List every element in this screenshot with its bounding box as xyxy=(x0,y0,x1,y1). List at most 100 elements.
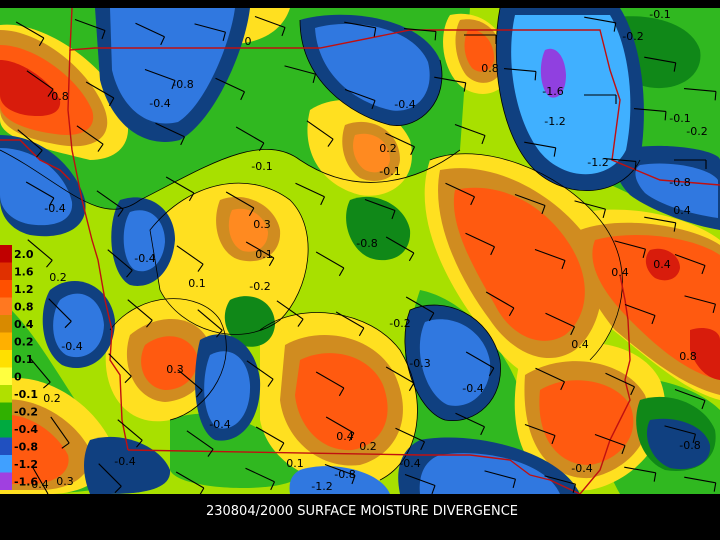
contour-label: -0.1 xyxy=(649,8,670,21)
wind-barb xyxy=(98,463,122,494)
wind-barb xyxy=(246,360,274,387)
wind-barb xyxy=(315,251,345,277)
contour-label: 0.8 xyxy=(679,350,697,363)
wind-barb xyxy=(684,88,717,101)
contour-label: 0.4 xyxy=(31,478,49,491)
wind-barb xyxy=(594,434,626,455)
wind-barb xyxy=(235,126,265,152)
wind-barb xyxy=(215,77,245,101)
wind-barb xyxy=(684,295,716,313)
wind-barb xyxy=(17,129,43,158)
wind-barb xyxy=(325,416,355,442)
contour-label: 0.4 xyxy=(611,266,629,279)
orange-region xyxy=(295,353,388,451)
contour-label: -0.4 xyxy=(149,97,170,110)
blue-region xyxy=(315,23,430,111)
contour-label: 0.4 xyxy=(571,338,589,351)
wind-barb xyxy=(96,190,124,217)
wind-barb xyxy=(295,182,325,206)
wind-barb xyxy=(445,182,475,206)
legend-swatch xyxy=(0,367,12,385)
blue-region xyxy=(0,148,73,226)
wind-barb xyxy=(276,300,304,327)
contour-label: 0.1 xyxy=(188,277,206,290)
wind-barb xyxy=(624,466,657,482)
wind-barb xyxy=(524,141,557,157)
orange-region xyxy=(453,187,585,341)
legend-label: 1.6 xyxy=(14,266,34,279)
legend-label: 0 xyxy=(14,371,22,384)
wind-barb xyxy=(29,357,51,389)
wind-barb xyxy=(306,120,334,147)
contour-label: -0.1 xyxy=(251,160,272,173)
contour-label: 0.2 xyxy=(359,440,377,453)
wind-barb xyxy=(644,216,677,232)
contour-label: -0.2 xyxy=(622,30,643,43)
legend-label: -0.1 xyxy=(14,388,38,401)
wind-barb xyxy=(524,424,556,445)
orange-region xyxy=(141,336,198,390)
contour-label: 0.8 xyxy=(481,62,499,75)
wind-barb xyxy=(107,249,133,278)
contour-label: 0.3 xyxy=(253,218,271,231)
orange-region xyxy=(228,208,268,252)
legend-label: 0.1 xyxy=(14,353,34,366)
wind-barb xyxy=(484,470,516,488)
legend-label: 0.4 xyxy=(14,318,34,331)
legend-swatch xyxy=(0,455,12,473)
wind-barb xyxy=(454,124,486,145)
wind-barb xyxy=(535,367,565,391)
wind-barb xyxy=(76,125,104,152)
wind-barb xyxy=(194,23,226,41)
legend-swatch xyxy=(0,315,12,333)
color-legend: 2.0 1.6 1.2 0.8 0.4 0.2 0.1 0 -0.1 -0.2 -0.4 -0.8 -1… xyxy=(0,245,38,490)
contour-label: -1.2 xyxy=(587,156,608,169)
legend-label: -0.4 xyxy=(14,423,38,436)
wind-barb xyxy=(674,159,707,169)
wind-barb xyxy=(254,16,286,37)
contour-label: 0.4 xyxy=(673,204,691,217)
legend-swatch xyxy=(0,332,12,350)
wind-barb xyxy=(404,474,436,494)
wind-barb xyxy=(74,19,106,40)
legend-label: 2.0 xyxy=(14,248,34,261)
wind-barb xyxy=(455,412,485,436)
wind-barb xyxy=(175,471,205,494)
contour-label: 0.3 xyxy=(166,363,184,376)
navy-region xyxy=(84,436,171,494)
contour-label: 0.4 xyxy=(336,430,354,443)
wind-barb xyxy=(177,369,203,398)
wind-barb xyxy=(108,353,132,384)
wind-barb xyxy=(465,232,495,256)
contour-label: 0.2 xyxy=(49,271,67,284)
contour-label: 0.2 xyxy=(43,392,61,405)
wind-barb xyxy=(684,476,717,492)
wind-barb xyxy=(186,430,214,457)
wind-barb xyxy=(385,366,415,392)
legend-swatch xyxy=(0,420,12,438)
contour-label: -0.4 xyxy=(44,202,65,215)
wind-barb xyxy=(15,21,45,47)
contour-label: 0.4 xyxy=(653,258,671,271)
wind-barb xyxy=(614,240,646,258)
wind-barb xyxy=(255,426,285,452)
contour-label: -1.2 xyxy=(311,480,332,493)
wind-barb xyxy=(544,475,576,493)
wind-barb xyxy=(574,200,606,218)
blue-region xyxy=(110,8,235,124)
wind-barb xyxy=(364,199,396,220)
wind-barb xyxy=(584,16,617,32)
legend-label: 1.2 xyxy=(14,283,34,296)
contour-label: 0.3 xyxy=(56,475,74,488)
contour-lines xyxy=(0,8,641,481)
wind-barb xyxy=(26,70,54,97)
wind-barb xyxy=(245,467,275,491)
wind-barb xyxy=(117,419,143,448)
contour-label: -0.8 xyxy=(669,176,690,189)
wind-barb xyxy=(315,371,345,397)
wind-barb xyxy=(634,108,667,121)
contour-label: -0.2 xyxy=(249,280,270,293)
contour-label: -0.4 xyxy=(571,462,592,475)
